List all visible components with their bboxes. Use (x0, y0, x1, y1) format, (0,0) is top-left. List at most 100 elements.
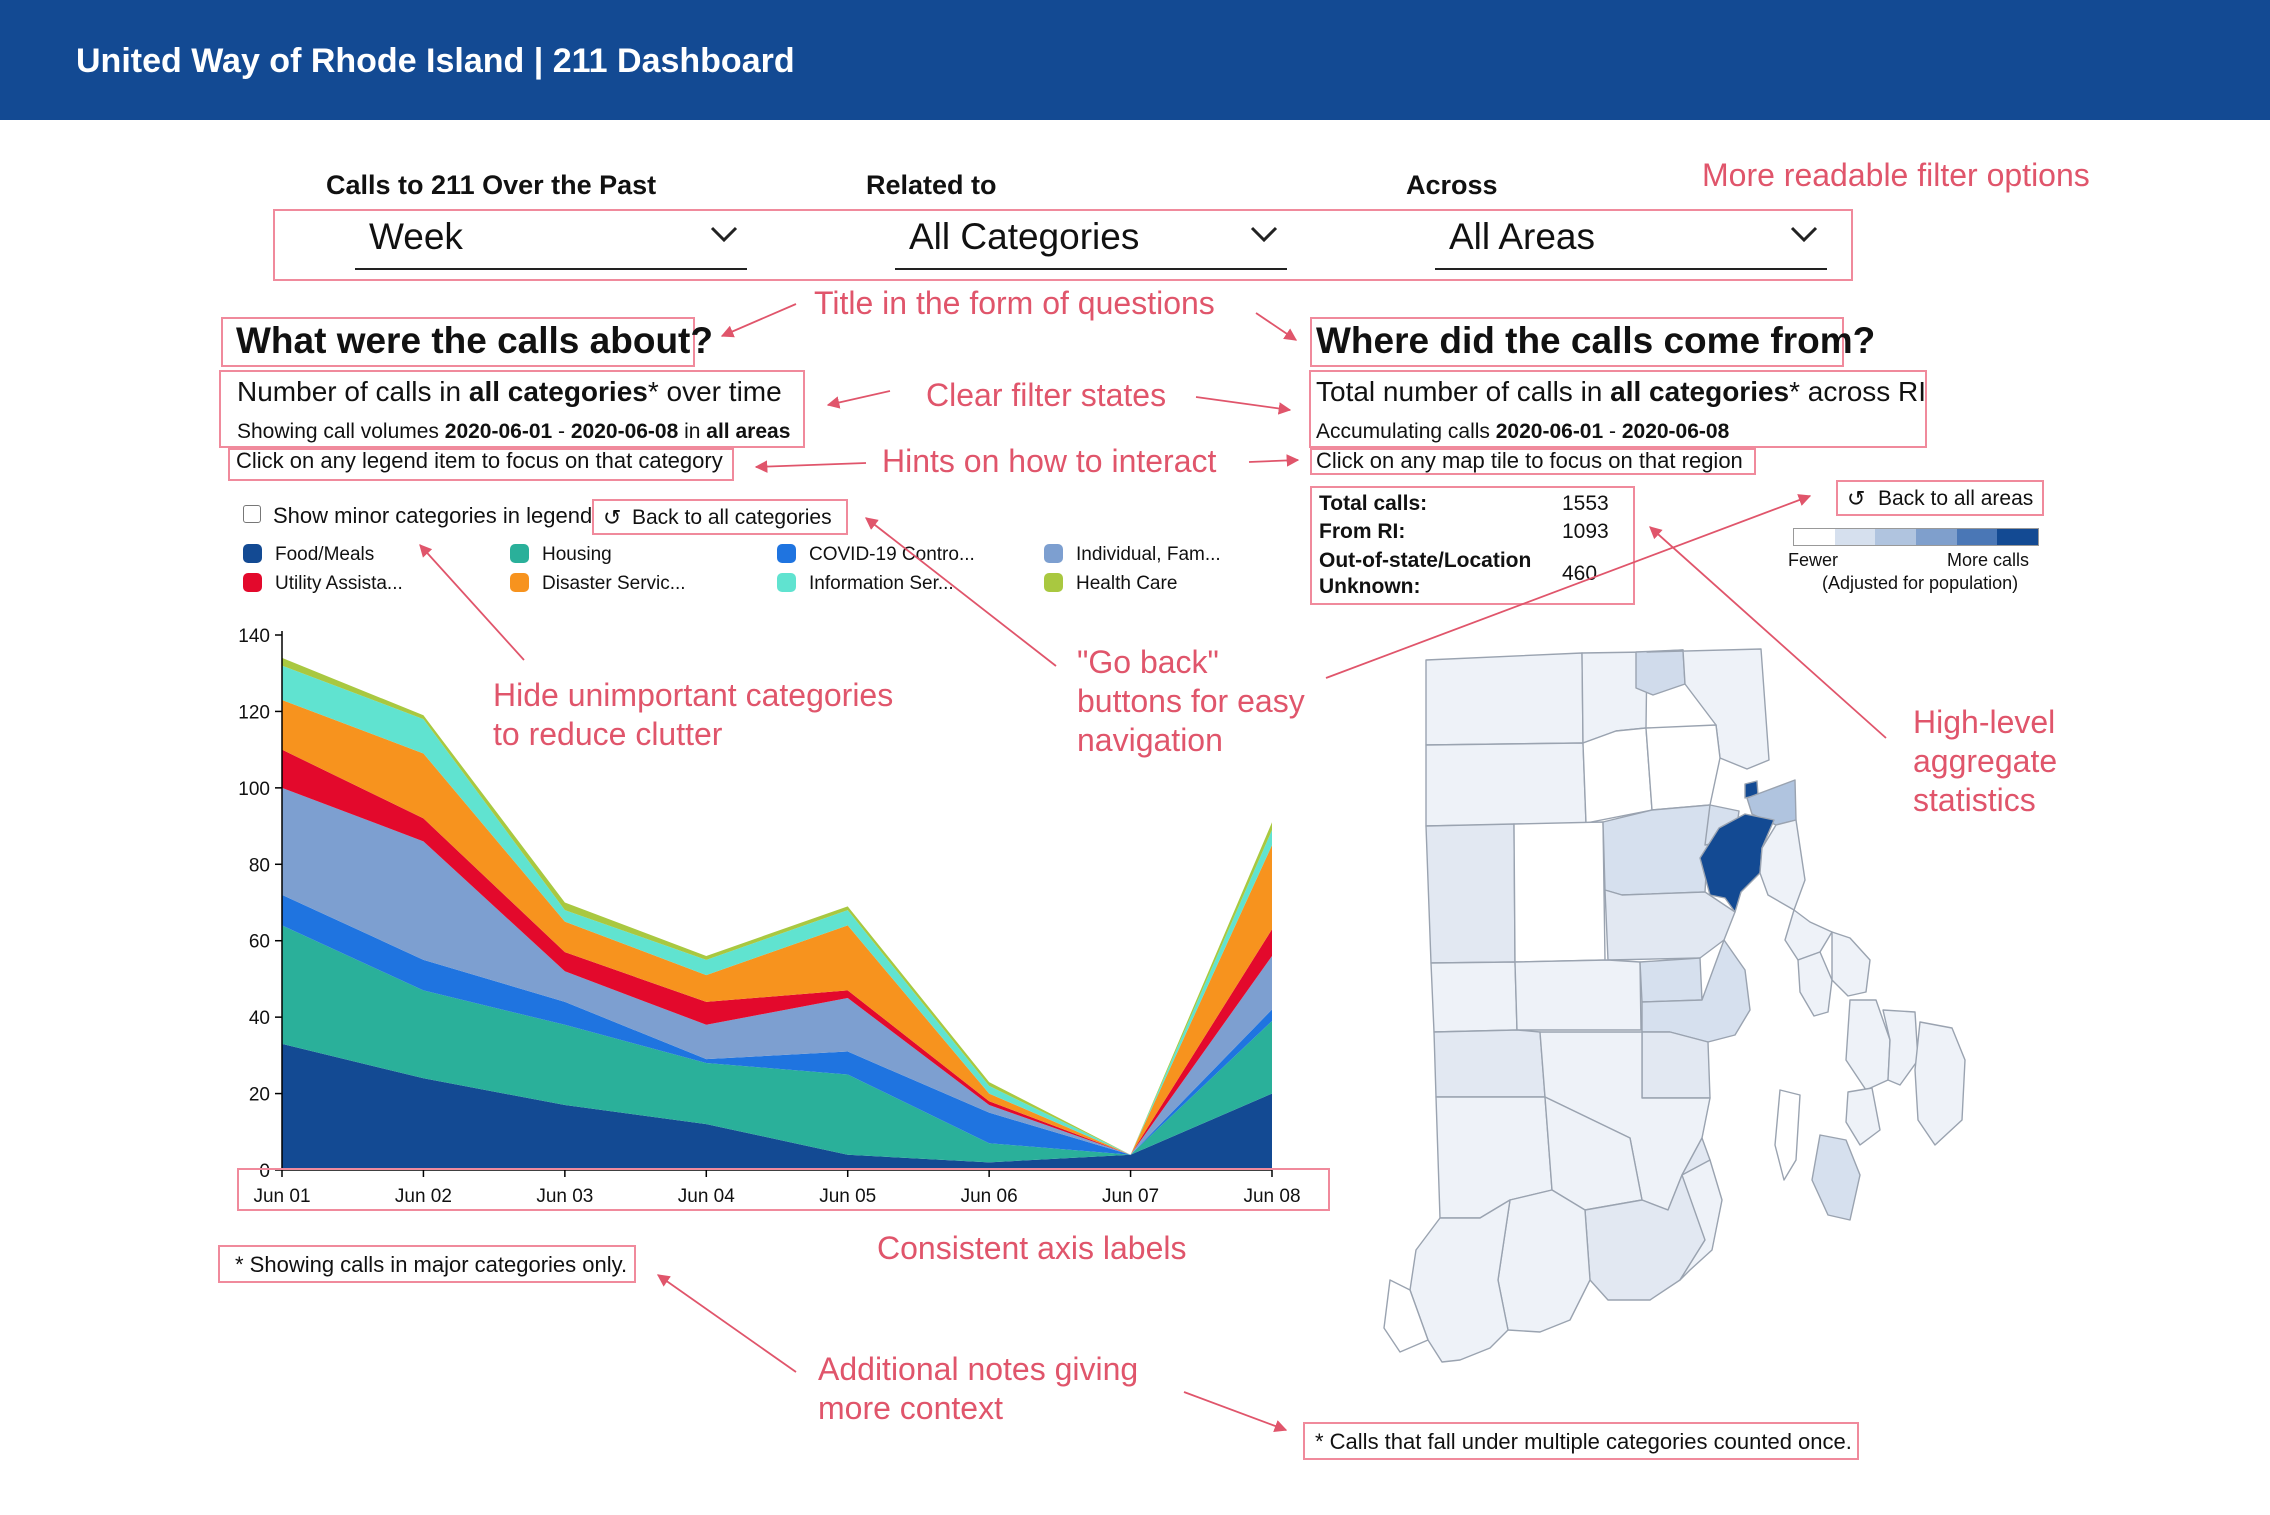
category-select[interactable]: All Categories (895, 212, 1287, 270)
annotation-stats-1: High-level (1913, 704, 2056, 740)
period-select[interactable]: Week (355, 212, 747, 270)
minor-categories-checkbox[interactable] (243, 505, 261, 523)
scale-note: (Adjusted for population) (1822, 573, 2019, 593)
ri-choropleth-map[interactable] (1380, 640, 1980, 1420)
annotation-notes-1: Additional notes giving (818, 1351, 1139, 1387)
scale-step (1834, 529, 1876, 545)
y-tick-label: 0 (259, 1161, 270, 1182)
legend-item[interactable]: Individual, Fam... (1044, 544, 1221, 566)
scale-step (1956, 529, 1998, 545)
map-tile-east-greenwich[interactable] (1641, 1031, 1711, 1099)
legend-swatch (510, 573, 529, 592)
map-tile-west-warwick[interactable] (1639, 957, 1703, 1003)
map-tile-smithfield[interactable] (1582, 727, 1653, 824)
area-series[interactable] (282, 699, 1272, 1155)
axis-labels-box (237, 1168, 1330, 1211)
y-tick-label: 100 (238, 779, 270, 800)
map-tile-glocester[interactable] (1425, 742, 1587, 827)
annotation-hide-2: to reduce clutter (493, 716, 723, 752)
area-series[interactable] (282, 925, 1272, 1163)
back-to-all-areas-button[interactable]: ↺ Back to all areas (1836, 480, 2044, 516)
map-tile-providence[interactable] (1699, 813, 1775, 913)
right-section-title: Where did the calls come from? (1316, 320, 1876, 361)
legend-item[interactable]: Information Ser... (777, 573, 954, 595)
map-tile-tiverton[interactable] (1882, 1009, 1919, 1086)
map-tile-westerly[interactable] (1409, 1199, 1511, 1363)
map-tile-exeter[interactable] (1433, 1029, 1546, 1098)
x-tick-label: Jun 05 (819, 1186, 876, 1207)
map-tile-barrington[interactable] (1784, 909, 1833, 961)
map-tile-east-providence[interactable] (1759, 819, 1806, 911)
map-tile-woonsocket[interactable] (1635, 649, 1686, 696)
back-to-all-categories-button[interactable]: ↺ Back to all categories (592, 499, 848, 535)
map-tile-charlestown[interactable] (1497, 1189, 1591, 1333)
map-tile-foster[interactable] (1425, 823, 1516, 964)
legend-item[interactable]: Food/Meals (243, 544, 374, 566)
area-select[interactable]: All Areas (1435, 212, 1827, 270)
chevron-down-icon (710, 226, 738, 243)
area-series[interactable] (282, 787, 1272, 1155)
legend-item[interactable]: Housing (510, 544, 612, 566)
undo-icon: ↺ (1847, 486, 1866, 511)
map-tile-little-compton[interactable] (1914, 1021, 1966, 1146)
map-tile-scituate[interactable] (1513, 821, 1606, 963)
legend-swatch (777, 544, 796, 563)
map-tile-jamestown[interactable] (1774, 1089, 1801, 1181)
map-tile-lincoln[interactable] (1645, 724, 1721, 811)
map-tile-west-greenwich[interactable] (1430, 961, 1518, 1033)
left-hint-box (228, 448, 734, 481)
header-bar (0, 0, 2270, 120)
right-footnote: * Calls that fall under multiple categor… (1315, 1429, 1852, 1454)
arrow-notes-left (656, 1274, 797, 1373)
color-scale (1793, 528, 2039, 546)
stacked-area-chart: 0 20 40 60 80 100 120 140 Jun 01 Jun 02 Jun 03 Jun … (238, 626, 1300, 1207)
annotation-titles: Title in the form of questions (814, 285, 1215, 321)
chevron-down-icon (1250, 226, 1278, 243)
legend-swatch (243, 573, 262, 592)
area-series[interactable] (282, 665, 1272, 1155)
legend-item[interactable]: Disaster Servic... (510, 573, 686, 595)
annotation-hide-1: Hide unimportant categories (493, 677, 894, 713)
left-footnote-box (218, 1245, 636, 1283)
right-hint: Click on any map tile to focus on that r… (1316, 448, 1743, 473)
map-tile-newport[interactable] (1811, 1134, 1861, 1221)
arrow-state-left (826, 390, 891, 409)
annotation-goback-3: navigation (1077, 722, 1223, 758)
scale-step (1794, 529, 1835, 545)
undo-icon: ↺ (603, 505, 622, 530)
period-select-value: Week (369, 216, 463, 257)
map-tile-cranston[interactable] (1604, 889, 1736, 961)
map-tile-warren[interactable] (1831, 931, 1871, 997)
map-tile-bristol[interactable] (1797, 951, 1833, 1017)
x-tick-label: Jun 07 (1102, 1186, 1159, 1207)
legend-label: Health Care (1076, 573, 1178, 594)
back-to-all-areas-label: Back to all areas (1878, 487, 2034, 510)
legend-item[interactable]: COVID-19 Contro... (777, 544, 975, 566)
legend-item[interactable]: Utility Assista... (243, 573, 403, 595)
map-tile-narragansett[interactable] (1679, 1159, 1723, 1281)
legend-item[interactable]: Health Care (1044, 573, 1177, 595)
arrow-hint-right (1248, 454, 1300, 467)
annotation-stats-3: statistics (1913, 782, 2036, 818)
legend-label: Individual, Fam... (1076, 544, 1221, 565)
area-series[interactable] (282, 1043, 1272, 1170)
area-filter-label: Across (1406, 170, 1498, 200)
map-tile-burrillville[interactable] (1425, 652, 1584, 746)
map-tile-coventry[interactable] (1514, 959, 1642, 1031)
left-filter-state-box (219, 370, 805, 448)
legend-label: COVID-19 Contro... (809, 544, 975, 565)
minor-categories-label: Show minor categories in legend (273, 503, 593, 528)
scale-step (1875, 529, 1917, 545)
map-tile-new-shoreham[interactable] (1383, 1279, 1429, 1353)
x-tick-label: Jun 06 (961, 1186, 1018, 1207)
annotation-filters: More readable filter options (1702, 157, 2090, 193)
annotation-filter-states: Clear filter states (926, 377, 1167, 413)
map-tile-johnston[interactable] (1602, 804, 1711, 896)
arrow-title-right (1255, 312, 1298, 341)
arrow-notes-right (1183, 1391, 1288, 1432)
annotation-hints: Hints on how to interact (882, 443, 1217, 479)
left-section-title: What were the calls about? (236, 320, 713, 361)
page-title: United Way of Rhode Island | 211 Dashboa… (76, 42, 795, 80)
map-tile-middletown[interactable] (1845, 1087, 1881, 1146)
legend-swatch (510, 544, 529, 563)
